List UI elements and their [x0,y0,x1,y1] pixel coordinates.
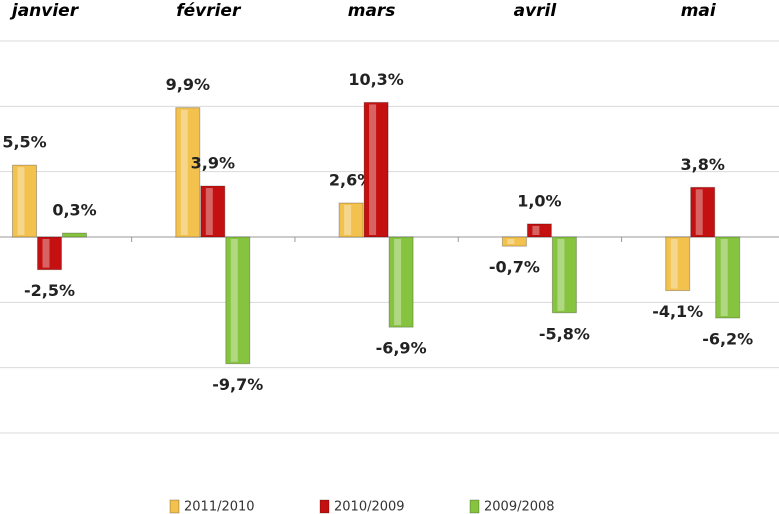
value-label: -6,9% [376,339,427,358]
value-label: 10,3% [348,70,404,89]
value-label: -5,8% [539,324,590,343]
bar-shine [394,239,402,326]
value-label: 3,9% [191,154,235,173]
bar [338,202,364,238]
bar-shine [369,104,377,235]
bar-shine [17,167,25,235]
bar [12,164,37,238]
bar [363,101,389,238]
value-label: -6,2% [702,330,753,349]
bar [526,223,552,238]
legend-swatch [319,499,330,514]
x-tick-label: mars [348,1,396,21]
value-label: -4,1% [652,302,703,321]
bar-shine [205,188,213,235]
bar [551,236,577,314]
legend-label: 2010/2009 [334,500,405,514]
bar [175,107,201,238]
legend-label: 2011/2010 [184,500,255,514]
bar [388,236,414,328]
value-label: 9,9% [166,75,210,94]
value-label: -0,7% [489,258,540,277]
x-tick-label: avril [514,1,558,21]
value-label: 5,5% [2,133,46,152]
bar-shine [42,239,50,268]
bar [62,232,87,238]
bar-shine [557,239,565,311]
bar [37,236,62,271]
bar-shine [695,189,703,235]
value-label: 0,3% [52,201,96,220]
value-label: -2,5% [24,281,75,300]
bar [501,236,527,247]
value-label: -9,7% [212,375,263,394]
value-label: 3,8% [681,155,725,174]
bar-shine [507,239,515,245]
bar [690,186,716,238]
bar-shine [532,225,540,235]
bar-shine [720,239,728,317]
bar [200,185,226,238]
legend-swatch [169,499,180,514]
bar-shine [230,239,238,362]
x-tick-label: mai [681,1,717,21]
bar-shine [670,239,678,289]
bar-shine [344,205,352,235]
x-tick-label: février [176,1,242,21]
bar [665,236,691,292]
value-label: 2,6% [329,171,373,190]
bar [225,236,251,365]
x-tick-label: janvier [9,1,80,21]
bar-shine [180,109,188,235]
legend-label: 2009/2008 [484,500,555,514]
value-label: 1,0% [517,191,561,210]
legend-swatch [469,499,480,514]
bar [715,236,741,319]
